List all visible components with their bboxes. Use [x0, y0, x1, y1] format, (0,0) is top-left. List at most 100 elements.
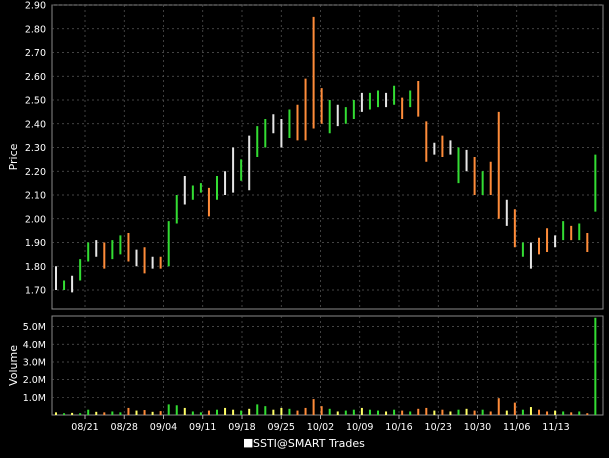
volume-bar [401, 410, 404, 415]
price-bar [570, 225, 573, 241]
volume-bar [312, 399, 315, 415]
price-bar [457, 147, 460, 184]
price-bar [240, 159, 243, 181]
volume-bar [481, 409, 484, 415]
volume-bar [95, 411, 98, 415]
x-tick-label: 09/04 [150, 422, 177, 433]
x-tick-label: 10/02 [307, 422, 334, 433]
volume-tick-label: 3.0M [23, 357, 46, 368]
volume-bar [207, 410, 210, 415]
price-bar [352, 100, 355, 119]
volume-bar [119, 412, 122, 415]
price-bar [296, 104, 299, 141]
price-tick-label: 2.80 [25, 24, 46, 35]
price-bar [111, 240, 114, 260]
price-tick-label: 2.10 [25, 191, 46, 202]
volume-bar [336, 411, 339, 415]
x-tick-label: 10/16 [385, 422, 412, 433]
volume-tick-label: 1.0M [23, 393, 46, 404]
price-bar [529, 242, 532, 269]
price-bar [425, 121, 428, 162]
price-bar [216, 176, 218, 200]
volume-bar [63, 413, 66, 415]
price-bar [79, 259, 82, 281]
price-bar [538, 237, 540, 255]
price-bar [586, 233, 589, 252]
price-bar [87, 242, 90, 262]
volume-bar [393, 409, 396, 415]
volume-bar [320, 406, 323, 415]
legend-label: SSTI@SMART Trades [253, 437, 365, 450]
volume-bar [505, 410, 508, 415]
volume-bar [529, 407, 532, 415]
price-bar [199, 183, 202, 193]
price-bar [143, 247, 146, 274]
volume-bar [159, 411, 162, 415]
x-tick-label: 11/06 [503, 422, 530, 433]
volume-bar [441, 409, 444, 415]
price-bar [368, 92, 371, 110]
volume-bar [473, 410, 476, 415]
volume-bar [224, 407, 227, 415]
volume-bar [280, 407, 283, 415]
volume-bar [570, 412, 573, 415]
volume-bar [352, 409, 355, 415]
volume-bar [296, 410, 299, 415]
price-bar [562, 221, 565, 241]
price-bar [473, 157, 476, 195]
price-bar [264, 119, 267, 148]
volume-bar [87, 409, 90, 415]
price-bar [328, 100, 331, 134]
volume-bar [183, 407, 186, 415]
volume-bar [538, 409, 540, 415]
price-bar [135, 249, 138, 267]
volume-bar [191, 411, 194, 415]
price-bar [336, 104, 339, 127]
volume-bar [55, 412, 57, 415]
price-bar [433, 142, 436, 155]
price-tick-label: 2.40 [25, 119, 46, 130]
volume-bar [143, 410, 146, 415]
price-bar [55, 266, 57, 290]
price-bar [497, 111, 500, 219]
price-bar [207, 187, 210, 217]
price-bar [377, 90, 379, 108]
volume-bar [425, 407, 428, 415]
price-bar [513, 209, 516, 248]
price-bar [344, 107, 347, 124]
volume-bar [328, 408, 331, 415]
price-bar [95, 240, 98, 257]
volume-bar [554, 410, 557, 415]
volume-bar [248, 408, 251, 415]
price-bar [272, 114, 275, 134]
volume-bar [175, 405, 178, 415]
price-tick-label: 1.90 [25, 238, 46, 249]
x-tick-label: 09/25 [268, 422, 295, 433]
price-tick-label: 2.20 [25, 167, 46, 178]
price-bar [127, 233, 130, 262]
price-bar [151, 256, 154, 269]
volume-tick-label: 2.0M [23, 375, 46, 386]
price-tick-label: 2.60 [25, 72, 46, 83]
price-bar [248, 135, 251, 191]
price-bar [191, 185, 194, 200]
price-bar [175, 195, 178, 224]
price-bar [393, 85, 396, 105]
volume-bar [256, 404, 259, 415]
volume-tick-label: 5.0M [23, 322, 46, 333]
price-tick-label: 2.50 [25, 96, 46, 107]
price-bar [385, 92, 388, 108]
volume-bar [546, 411, 549, 415]
volume-tick-label: 4.0M [23, 340, 46, 351]
price-bar [417, 81, 420, 117]
x-tick-label: 08/21 [71, 422, 98, 433]
volume-bar [216, 409, 218, 415]
price-bar [304, 78, 307, 141]
price-tick-label: 1.70 [25, 286, 46, 297]
price-bar [409, 90, 412, 108]
price-bar [280, 119, 283, 148]
volume-bar [264, 406, 267, 415]
